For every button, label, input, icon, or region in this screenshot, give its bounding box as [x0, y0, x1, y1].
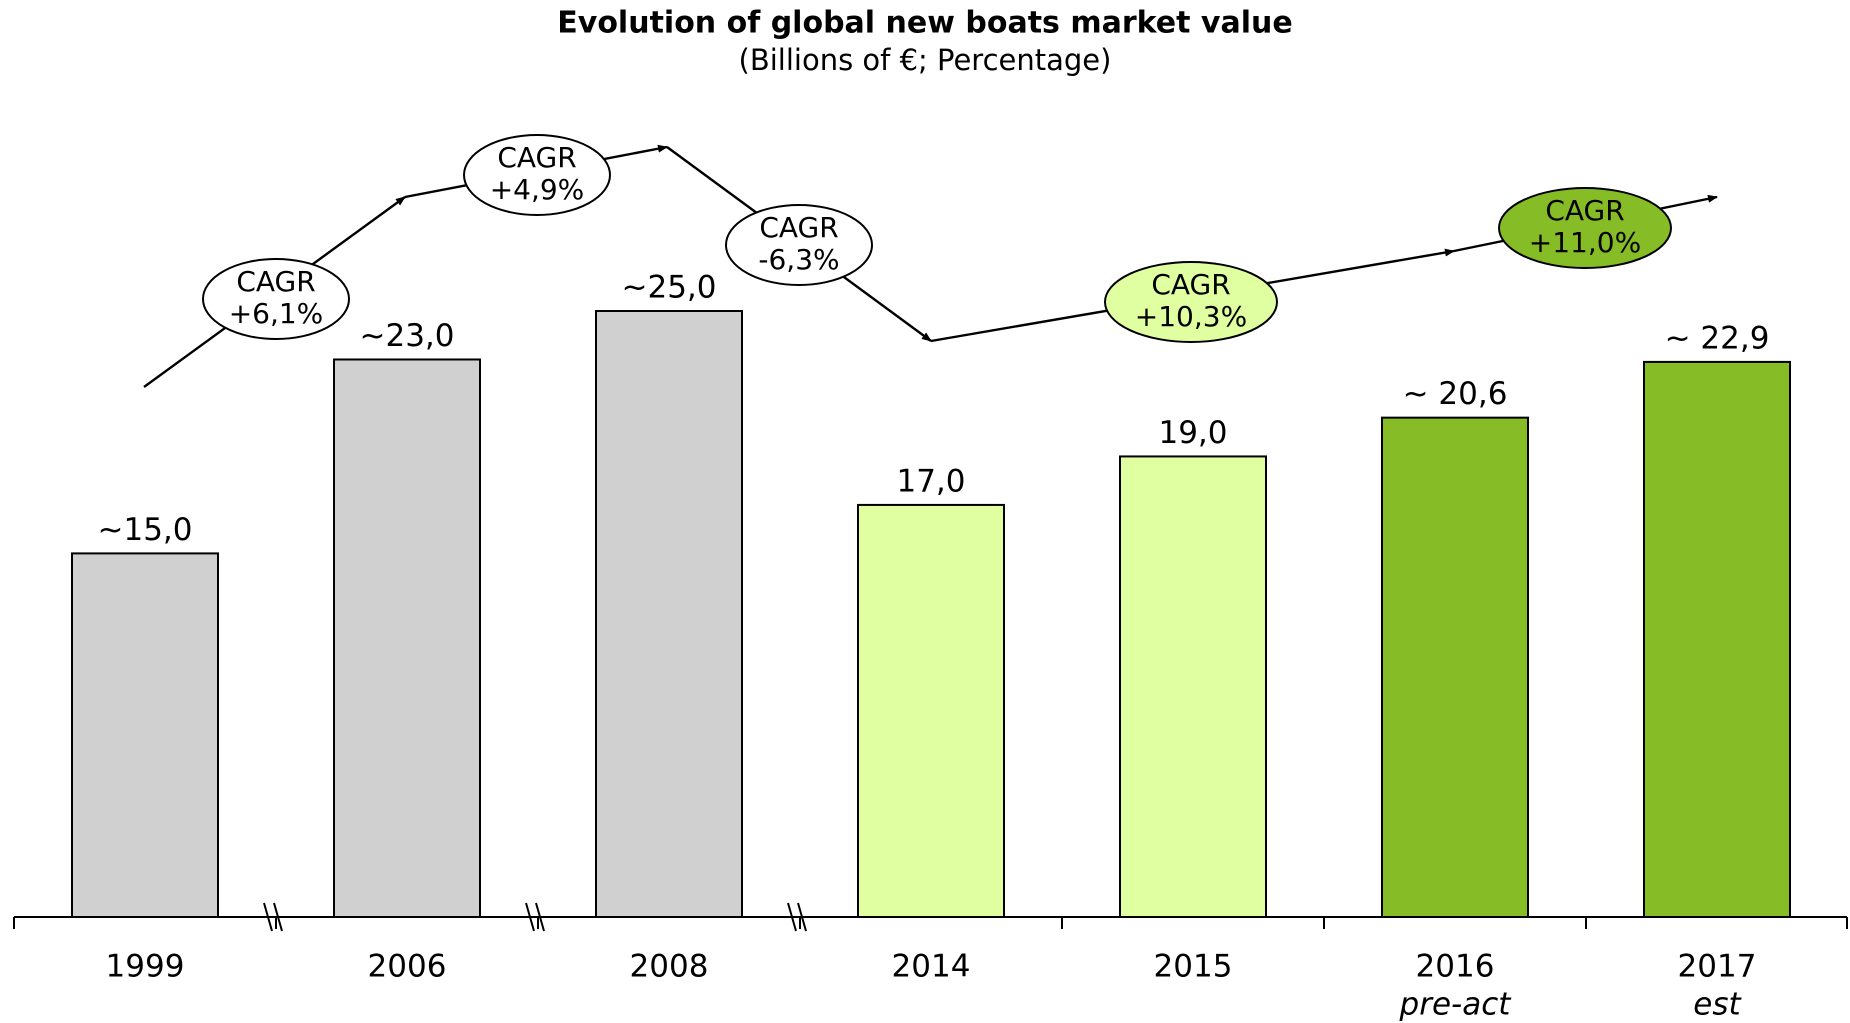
cagr-label: +11,0% — [1529, 226, 1641, 259]
x-tick-label: 2014 — [892, 949, 971, 985]
x-tick-label: 2008 — [630, 949, 709, 985]
x-tick-label: 2015 — [1154, 949, 1233, 985]
value-label: ~ 22,9 — [1665, 320, 1770, 356]
value-label: 17,0 — [896, 463, 965, 499]
chart-title: Evolution of global new boats market val… — [557, 6, 1292, 41]
x-tick-label: 2017 — [1678, 949, 1757, 985]
x-tick-label: 2016 — [1416, 949, 1495, 985]
bar — [1643, 360, 1791, 918]
cagr-label: +10,3% — [1135, 300, 1247, 333]
cagr-label: CAGR — [497, 141, 576, 174]
cagr-bubble — [725, 204, 873, 286]
axis-breaks — [263, 902, 807, 932]
cagr-label: +6,1% — [229, 297, 324, 330]
cagr-label: -6,3% — [758, 243, 839, 276]
x-tick-label: 1999 — [106, 949, 185, 985]
x-tick-sublabel: est — [1693, 987, 1742, 1023]
chart-subtitle: (Billions of €; Percentage) — [739, 43, 1112, 77]
cagr-label: CAGR — [1151, 268, 1230, 301]
cagr-label: +4,9% — [490, 173, 585, 206]
bar — [595, 310, 743, 918]
value-label: ~23,0 — [360, 318, 455, 354]
x-tick-sublabel: pre-act — [1399, 987, 1513, 1023]
cagr-label: CAGR — [236, 265, 315, 298]
value-label: ~ 20,6 — [1403, 376, 1508, 412]
bar — [333, 358, 481, 919]
bar — [71, 552, 219, 919]
cagr-label: CAGR — [1545, 194, 1624, 227]
cagr-bubble — [1104, 261, 1278, 343]
cagr-bubble — [202, 258, 350, 340]
value-label: ~15,0 — [98, 512, 193, 548]
value-label: ~25,0 — [622, 270, 717, 306]
bar — [1119, 455, 1267, 918]
cagr-bubble — [1498, 187, 1672, 269]
cagr-bubble — [463, 134, 611, 216]
bar — [1381, 416, 1529, 918]
x-tick-label: 2006 — [368, 949, 447, 985]
cagr-label: CAGR — [759, 211, 838, 244]
bar — [857, 503, 1005, 918]
value-label: 19,0 — [1158, 415, 1227, 451]
